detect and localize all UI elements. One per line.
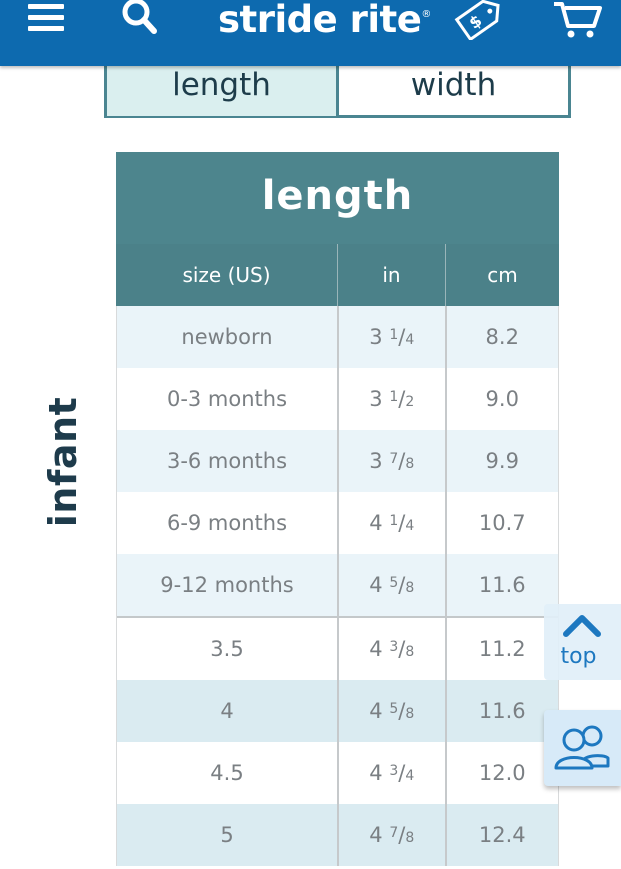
- cell-size: 3.5: [210, 637, 244, 661]
- table-row: 3.5 4 3/8 11.2: [117, 616, 558, 680]
- search-icon[interactable]: [118, 0, 162, 40]
- cell-inches: 4 3/8: [337, 618, 445, 680]
- table-body: newborn 3 1/4 8.2 0-3 months 3 1/2 9.0 3…: [116, 306, 559, 866]
- cell-size: 6-9 months: [166, 511, 288, 535]
- cell-inches: 4 7/8: [337, 804, 445, 866]
- cell-size: 3-6 months: [166, 449, 288, 473]
- measurement-toggle: length width: [104, 60, 571, 120]
- cell-size: newborn: [181, 325, 273, 349]
- cell-inches: 3 1/4: [337, 306, 445, 368]
- table-row: 4.5 4 3/4 12.0: [117, 742, 558, 804]
- table-row: 9-12 months 4 5/8 11.6: [117, 554, 558, 616]
- cell-inches: 4 5/8: [337, 554, 445, 616]
- chevron-up-icon: [563, 615, 601, 637]
- top-label: top: [560, 644, 597, 669]
- table-row: 0-3 months 3 1/2 9.0: [117, 368, 558, 430]
- table-row: newborn 3 1/4 8.2: [117, 306, 558, 368]
- cell-cm: 11.6: [444, 554, 558, 616]
- table-header-row: size (US) in cm: [116, 244, 559, 306]
- table-title: length: [116, 152, 559, 244]
- people-icon: [554, 725, 610, 770]
- cell-cm: 12.0: [444, 742, 558, 804]
- menu-icon[interactable]: [28, 2, 64, 34]
- cell-inches: 4 5/8: [337, 680, 445, 742]
- column-header-cm: cm: [445, 244, 559, 306]
- cell-cm: 9.9: [444, 430, 558, 492]
- infant-label-text: infant: [41, 396, 85, 528]
- cell-cm: 8.2: [444, 306, 558, 368]
- table-row: 3-6 months 3 7/8 9.9: [117, 430, 558, 492]
- size-chart-table: length size (US) in cm newborn 3 1/4 8.2…: [116, 152, 559, 866]
- infant-section-label: infant: [18, 396, 108, 528]
- cell-cm: 10.7: [444, 492, 558, 554]
- cell-size: 0-3 months: [166, 387, 288, 411]
- stride-rite-logo[interactable]: stride rite®: [218, 0, 431, 44]
- tab-length[interactable]: length: [104, 60, 336, 118]
- table-row: 5 4 7/8 12.4: [117, 804, 558, 866]
- logo-text: stride rite: [218, 0, 422, 41]
- cell-inches: 4 1/4: [337, 492, 445, 554]
- table-row: 6-9 months 4 1/4 10.7: [117, 492, 558, 554]
- column-header-in: in: [337, 244, 445, 306]
- cell-size: 4: [220, 699, 234, 723]
- cell-size: 5: [220, 823, 234, 847]
- table-row: 4 4 5/8 11.6: [117, 680, 558, 742]
- cell-inches: 4 3/4: [337, 742, 445, 804]
- tab-width[interactable]: width: [336, 60, 571, 118]
- cell-inches: 3 7/8: [337, 430, 445, 492]
- cell-size: 9-12 months: [160, 573, 294, 597]
- back-to-top-button[interactable]: top: [544, 604, 621, 680]
- cell-cm: 11.2: [444, 618, 558, 680]
- cell-cm: 9.0: [444, 368, 558, 430]
- cart-icon[interactable]: [552, 0, 604, 40]
- cell-cm: 11.6: [444, 680, 558, 742]
- cell-cm: 12.4: [444, 804, 558, 866]
- chat-button[interactable]: [544, 710, 621, 786]
- logo-mark: ®: [421, 9, 431, 20]
- top-navigation-bar: stride rite® $: [0, 0, 621, 66]
- cell-size: 4.5: [210, 761, 244, 785]
- cell-inches: 3 1/2: [337, 368, 445, 430]
- sale-tag-icon[interactable]: $: [452, 0, 508, 42]
- column-header-size: size (US): [182, 263, 271, 287]
